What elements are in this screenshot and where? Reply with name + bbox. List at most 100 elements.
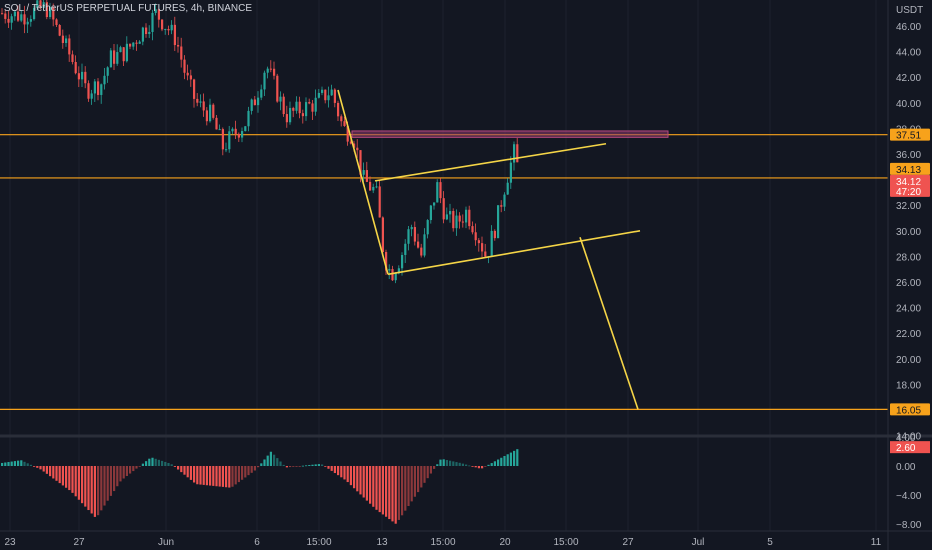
candle-body <box>74 61 77 74</box>
time-axis[interactable]: 23 27 Jun 6 15:00 13 15:00 20 15:00 27 Jul 5 11 <box>4 537 881 548</box>
histogram-bar <box>106 466 109 501</box>
candle-body <box>13 11 16 17</box>
resistance-zone[interactable] <box>351 130 669 138</box>
candle-body <box>33 7 36 20</box>
candle-body <box>407 229 410 244</box>
candle-body <box>413 227 416 242</box>
candle-body <box>378 186 381 218</box>
histogram-bar <box>285 466 288 468</box>
candle-body <box>87 83 90 99</box>
candle-body <box>426 220 429 235</box>
candle-body <box>439 182 442 199</box>
candle-body <box>167 28 170 31</box>
price-tick-label: 42.00 <box>896 73 921 84</box>
candle-body <box>490 230 493 257</box>
price-tag-label: 47:20 <box>896 187 921 198</box>
candle-body <box>365 170 368 182</box>
trend-line[interactable] <box>374 142 607 182</box>
histogram-bar <box>39 466 42 470</box>
candle-body <box>388 269 391 271</box>
candle-body <box>218 129 221 131</box>
candle-body <box>346 126 349 142</box>
candle-body <box>148 31 151 35</box>
price-tag-box <box>890 184 930 197</box>
price-axis[interactable]: 46.0044.0042.0040.0038.0036.0032.0030.00… <box>896 22 921 443</box>
histogram-bar <box>212 466 215 486</box>
candle-body <box>343 121 346 127</box>
trend-line[interactable] <box>337 89 389 275</box>
histogram-bar <box>375 466 378 510</box>
time-tick-label: 15:00 <box>430 537 455 548</box>
histogram-bar <box>65 466 68 488</box>
histogram-bar <box>490 463 493 466</box>
candle-body <box>141 27 144 42</box>
histogram-bar <box>516 449 519 466</box>
time-tick-label: Jun <box>158 537 174 548</box>
candle-body <box>97 81 100 95</box>
trend-line[interactable] <box>579 236 639 410</box>
price-tag-box <box>890 174 930 187</box>
candle-body <box>199 101 202 103</box>
candle-body <box>209 104 212 122</box>
candle-body <box>68 38 71 55</box>
candle-body <box>417 241 420 248</box>
histogram-bar <box>55 466 58 481</box>
candle-body <box>305 102 308 117</box>
histogram-bar <box>298 466 301 467</box>
candle-body <box>17 11 20 21</box>
histogram-bar <box>317 464 320 466</box>
candle-body <box>276 75 279 102</box>
candle-body <box>266 68 269 73</box>
horizontal-levels[interactable] <box>0 134 888 410</box>
histogram-bar <box>369 466 372 504</box>
candle-body <box>157 9 160 20</box>
indicator-tag-box <box>890 441 930 454</box>
candle-body <box>308 102 311 104</box>
histogram-bar <box>148 458 151 466</box>
histogram-bar <box>356 466 359 492</box>
candle-body <box>385 252 388 271</box>
histogram-bar <box>202 466 205 485</box>
candle-body <box>359 150 362 175</box>
indicator-axis[interactable]: 4.00 0.00 −4.00 −8.00 <box>896 433 922 531</box>
candle-body <box>253 99 256 106</box>
histogram-bar <box>426 466 429 479</box>
candle-body <box>109 50 112 68</box>
candle-body <box>458 215 461 222</box>
price-unit-label: USDT <box>896 5 923 16</box>
histogram-bar <box>497 459 500 466</box>
candle-body <box>1 13 4 15</box>
candle-body <box>468 209 471 227</box>
histogram-bar <box>186 466 189 478</box>
histogram-bar <box>436 464 439 466</box>
histogram-bar <box>29 464 32 466</box>
histogram-bar <box>97 466 100 516</box>
histogram-bar <box>145 461 148 466</box>
candle-body <box>205 110 208 122</box>
candlesticks[interactable] <box>1 0 519 284</box>
candle-body <box>183 59 186 73</box>
candle-body <box>65 38 68 44</box>
candle-body <box>42 2 45 9</box>
histogram-bar <box>349 466 352 486</box>
candle-body <box>516 144 519 163</box>
histogram-bar <box>77 466 80 500</box>
histogram-bar <box>308 465 311 466</box>
histogram-bar <box>180 466 183 473</box>
candle-body <box>228 131 231 150</box>
histogram-bar <box>477 466 480 469</box>
histogram-bar <box>343 466 346 480</box>
trend-line[interactable] <box>387 230 641 276</box>
candle-body <box>394 273 397 281</box>
histogram-bar <box>420 466 423 488</box>
histogram-bar <box>324 466 327 467</box>
candle-body <box>100 84 103 95</box>
histogram-bar <box>13 461 16 466</box>
histogram-bar <box>509 452 512 466</box>
drawing-lines[interactable] <box>337 89 641 410</box>
price-tick-label: 14.00 <box>896 432 921 443</box>
indicator-tick-label: 4.00 <box>896 433 916 444</box>
price-tick-label: 40.00 <box>896 99 921 110</box>
